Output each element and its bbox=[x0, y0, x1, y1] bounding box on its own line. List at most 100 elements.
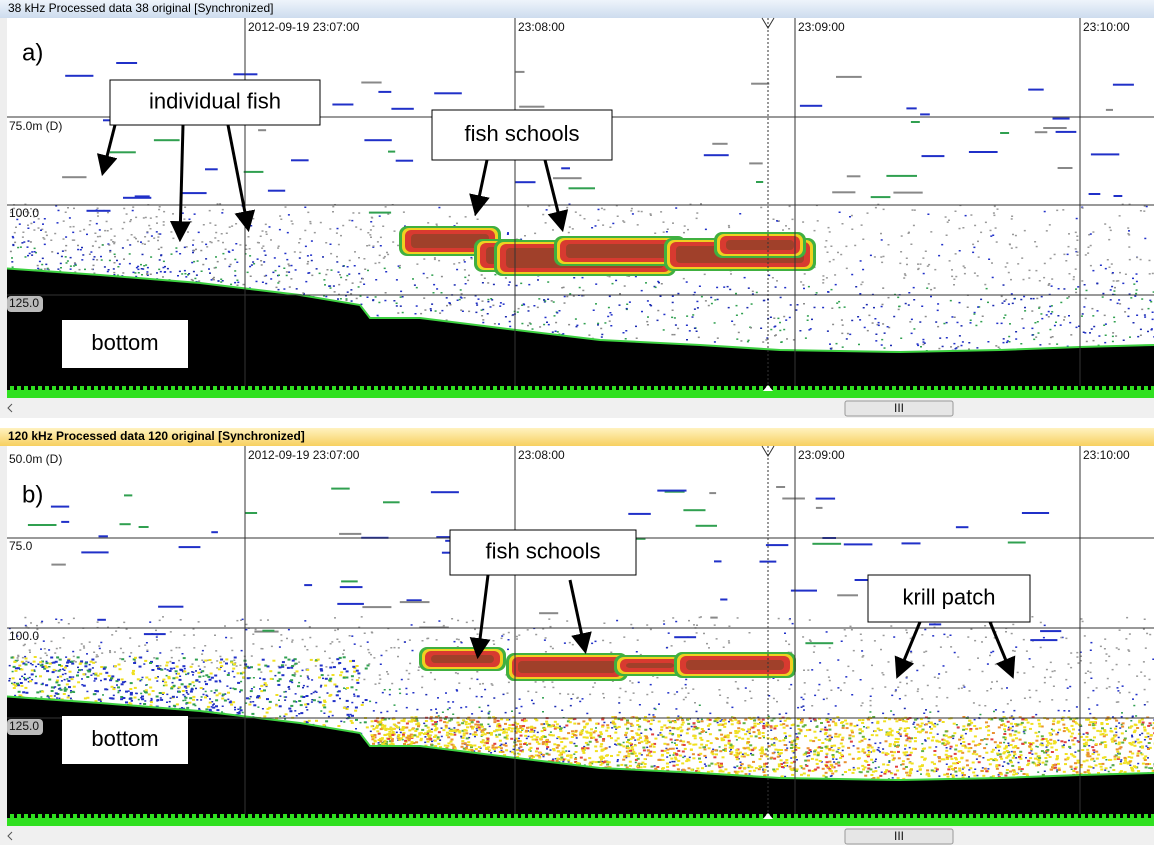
echo-dot bbox=[329, 658, 331, 660]
echo-trace bbox=[361, 82, 381, 84]
echo-dot bbox=[908, 304, 910, 306]
echo-dot bbox=[57, 676, 59, 678]
echo-dot bbox=[1118, 681, 1120, 683]
echo-dot bbox=[424, 742, 426, 744]
echo-dot bbox=[1068, 663, 1070, 665]
echo-dot bbox=[528, 736, 530, 738]
echo-dot bbox=[79, 649, 81, 651]
echo-dot bbox=[239, 691, 241, 693]
echo-dot bbox=[230, 637, 232, 639]
echo-dot bbox=[527, 306, 529, 308]
echo-dot bbox=[820, 722, 823, 724]
echogram-panel: 120 kHz Processed data 120 original [Syn… bbox=[0, 428, 1154, 845]
echo-dot bbox=[239, 708, 241, 710]
echo-dot bbox=[1076, 771, 1079, 773]
echo-dot bbox=[874, 743, 876, 745]
echo-dot bbox=[1120, 759, 1122, 761]
echo-dot bbox=[1041, 318, 1043, 320]
echo-dot bbox=[888, 244, 890, 246]
echo-dot bbox=[547, 281, 549, 283]
echo-dot bbox=[570, 705, 572, 707]
echo-trace bbox=[1091, 153, 1119, 155]
echo-dot bbox=[77, 672, 79, 674]
echo-dot bbox=[1134, 766, 1137, 768]
echo-dot bbox=[409, 639, 411, 641]
echo-dot bbox=[336, 232, 338, 234]
echo-dot bbox=[475, 748, 478, 750]
echo-dot bbox=[672, 748, 675, 750]
echo-dot bbox=[126, 213, 128, 215]
echo-dot bbox=[1137, 752, 1140, 754]
echo-dot bbox=[77, 249, 79, 251]
echo-dot bbox=[249, 255, 251, 257]
echo-dot bbox=[60, 267, 62, 269]
echo-dot bbox=[104, 266, 106, 268]
echo-dot bbox=[860, 260, 862, 262]
echo-dot bbox=[1149, 300, 1151, 302]
echo-dot bbox=[630, 699, 632, 701]
echo-dot bbox=[202, 264, 204, 266]
echo-dot bbox=[421, 676, 423, 678]
echo-dot bbox=[804, 693, 806, 695]
echo-dot bbox=[209, 210, 211, 212]
echo-dot bbox=[969, 730, 972, 732]
echo-dot bbox=[1145, 736, 1148, 738]
echo-dot bbox=[763, 771, 766, 773]
echo-dot bbox=[708, 647, 710, 649]
echo-dot bbox=[491, 683, 493, 685]
echo-trace bbox=[515, 181, 536, 183]
echo-dot bbox=[688, 620, 690, 622]
echo-dot bbox=[921, 743, 923, 745]
echo-dot bbox=[452, 701, 454, 703]
echo-dot bbox=[666, 231, 668, 233]
echo-dot bbox=[735, 681, 737, 683]
echo-dot bbox=[494, 751, 496, 753]
echo-dot bbox=[406, 670, 408, 672]
echo-dot bbox=[1137, 763, 1139, 765]
echo-dot bbox=[463, 732, 466, 734]
echo-dot bbox=[597, 323, 599, 325]
echo-dot bbox=[923, 273, 925, 275]
echo-dot bbox=[986, 288, 988, 290]
echo-dot bbox=[874, 318, 876, 320]
echo-dot bbox=[803, 303, 805, 305]
echo-dot bbox=[481, 315, 483, 317]
echo-dot bbox=[733, 324, 735, 326]
echo-dot bbox=[619, 688, 621, 690]
echo-dot bbox=[449, 707, 451, 709]
echo-dot bbox=[796, 759, 798, 761]
echo-dot bbox=[958, 688, 960, 690]
echo-dot bbox=[195, 249, 197, 251]
echo-dot bbox=[710, 297, 712, 299]
echo-dot bbox=[1083, 733, 1085, 735]
echo-dot bbox=[617, 754, 620, 756]
echo-dot bbox=[921, 698, 923, 700]
echo-dot bbox=[41, 621, 43, 623]
echo-dot bbox=[714, 624, 716, 626]
echo-dot bbox=[153, 237, 155, 239]
echo-dot bbox=[772, 277, 774, 279]
echo-dot bbox=[641, 211, 643, 213]
echo-dot bbox=[629, 742, 632, 744]
echo-dot bbox=[1085, 673, 1087, 675]
echo-dot bbox=[446, 745, 449, 747]
echo-dot bbox=[192, 663, 194, 665]
echo-dot bbox=[37, 265, 39, 267]
echo-dot bbox=[832, 756, 835, 758]
echo-dot bbox=[900, 735, 902, 737]
echo-dot bbox=[574, 735, 577, 737]
echo-dot bbox=[818, 689, 820, 691]
echo-dot bbox=[881, 339, 883, 341]
echo-dot bbox=[133, 272, 135, 274]
echo-dot bbox=[959, 335, 961, 337]
echo-dot bbox=[902, 768, 905, 770]
echo-dot bbox=[965, 728, 968, 730]
echo-dot bbox=[582, 290, 584, 292]
echo-dot bbox=[672, 310, 674, 312]
echo-dot bbox=[1035, 690, 1037, 692]
echo-dot bbox=[534, 233, 536, 235]
echo-dot bbox=[58, 698, 60, 700]
echo-dot bbox=[904, 748, 906, 750]
echo-dot bbox=[804, 760, 807, 762]
echo-dot bbox=[472, 620, 474, 622]
